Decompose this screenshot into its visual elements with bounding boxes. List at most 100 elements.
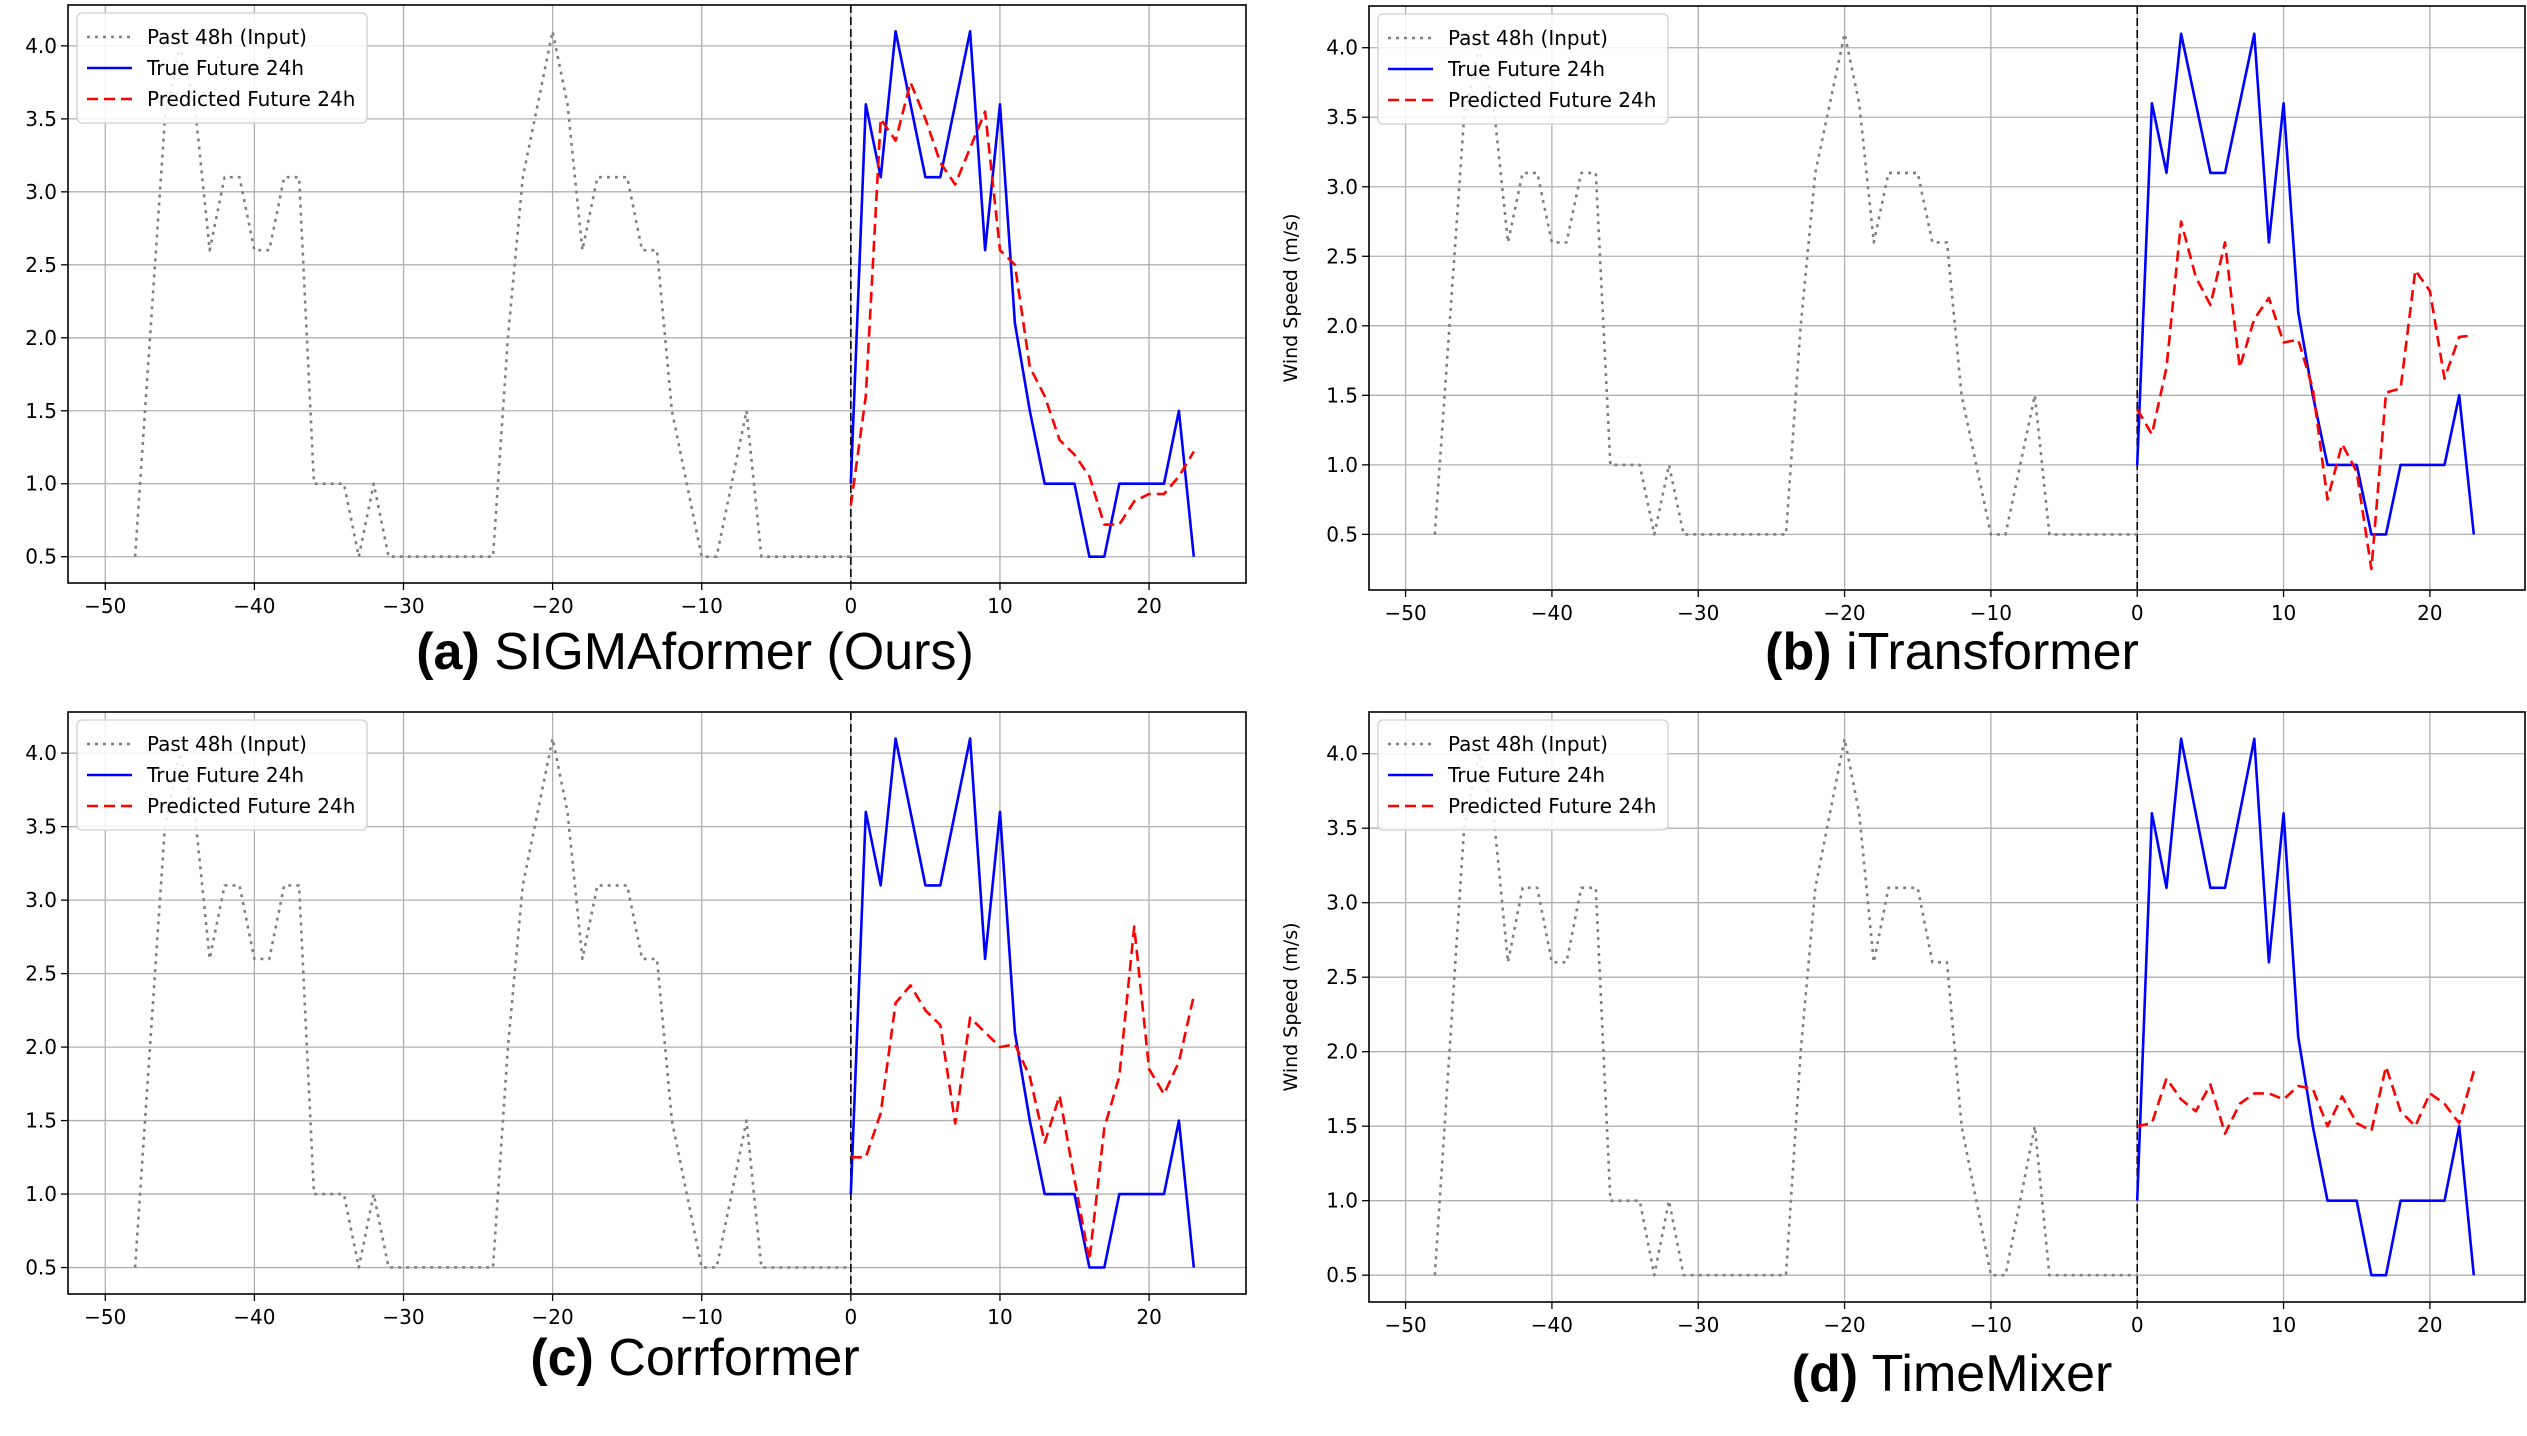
y-tick-label: 2.0 [25,1035,57,1059]
series-line-past-input [133,737,851,1269]
y-tick-label: 1.0 [25,472,57,496]
y-tick-label: 1.5 [1326,1114,1358,1138]
x-tick-label: −50 [84,594,126,618]
y-tick-label: 1.5 [25,399,57,423]
y-tick-label: 0.5 [1326,522,1358,546]
x-tick-label: −40 [233,594,275,618]
y-tick-label: 3.0 [1326,891,1358,915]
y-tick-label: 3.5 [25,815,57,839]
x-tick-label: −10 [1970,601,2012,625]
legend-box [76,719,368,831]
plot-frame [1368,5,2526,591]
x-tick-label: 20 [1136,1305,1161,1329]
x-tick-label: −30 [382,1305,424,1329]
legend-label: True Future 24h [1447,57,1605,81]
x-tick-label: −10 [1970,1313,2012,1337]
chart-panel-a: −50 −40 −30 −20 −10 0 10 20 0.5 1.0 1.5 2.0 2.5 3.0 3.… [0,0,1263,718]
x-tick-label: 10 [2271,601,2296,625]
x-tick-label: 20 [2417,601,2442,625]
axes: −50 −40 −30 −20 −10 0 10 20 0.5 1.0 1.5 2.0 2.5 3.0 3.… [25,741,1162,1329]
series-line-true-future [849,737,1196,1269]
y-tick-label: 2.5 [25,962,57,986]
legend-label: Past 48h (Input) [1448,26,1608,50]
y-tick-label: 2.0 [25,326,57,350]
x-tick-label: 10 [987,1305,1012,1329]
legend-label: Past 48h (Input) [1448,732,1608,756]
chart-b-caption-letter: (b) [1765,623,1832,681]
y-tick-label: 0.5 [25,1256,57,1280]
chart-a-plot: −50 −40 −30 −20 −10 0 10 20 0.5 1.0 1.5 2.0 2.5 3.0 3.… [0,4,1247,618]
y-axis-label: Wind Speed (m/s) [0,918,1,1087]
x-tick-label: −30 [1677,1313,1719,1337]
legend: Past 48h (Input) True Future 24h Predicted… [76,12,368,124]
x-tick-label: −40 [1531,601,1573,625]
chart-a-caption: (a) SIGMAformer (Ours) [130,622,1260,682]
y-tick-label: 2.5 [1326,965,1358,989]
y-tick-label: 3.5 [25,107,57,131]
legend-box [76,12,368,124]
y-tick-label: 2.0 [1326,1040,1358,1064]
x-tick-label: 0 [844,594,857,618]
y-axis-label: Wind Speed (m/s) [1280,213,1302,382]
legend-label: True Future 24h [146,56,304,80]
y-tick-label: 1.0 [25,1182,57,1206]
chart-panel-c: −50 −40 −30 −20 −10 0 10 20 0.5 1.0 1.5 2.0 2.5 3.0 3.… [0,708,1263,1436]
x-tick-label: 10 [987,594,1012,618]
series-line-true-future [2135,32,2476,536]
x-tick-label: −20 [1823,1313,1865,1337]
y-tick-label: 4.0 [1326,36,1358,60]
axes: −50 −40 −30 −20 −10 0 10 20 0.5 1.0 1.5 2.0 2.5 3.0 3.… [25,34,1162,618]
chart-d-plot: −50 −40 −30 −20 −10 0 10 20 0.5 1.0 1.5 2.0 2.5 3.0 3.… [1280,711,2526,1337]
legend: Past 48h (Input) True Future 24h Predicted… [76,719,368,831]
legend-label: True Future 24h [146,763,304,787]
x-tick-label: −50 [84,1305,126,1329]
plot-frame [67,711,1247,1295]
legend: Past 48h (Input) True Future 24h Predicted… [1377,13,1669,125]
series-line-predicted-future [849,81,1195,526]
x-tick-label: −30 [382,594,424,618]
plot-frame [1368,711,2526,1303]
axes: −50 −40 −30 −20 −10 0 10 20 0.5 1.0 1.5 2.0 2.5 3.0 3.… [1326,36,2442,625]
x-tick-label: 0 [2131,601,2144,625]
x-tick-label: −50 [1384,601,1426,625]
y-tick-label: 4.0 [25,34,57,58]
y-tick-label: 1.0 [1326,453,1358,477]
chart-b-caption-name: iTransformer [1846,623,2139,681]
chart-panel-b: −50 −40 −30 −20 −10 0 10 20 0.5 1.0 1.5 2.0 2.5 3.0 3.… [1263,0,2527,718]
x-tick-label: −10 [681,594,723,618]
y-tick-label: 3.5 [1326,105,1358,129]
chart-b-caption: (b) iTransformer [1378,622,2526,682]
y-tick-label: 2.5 [1326,244,1358,268]
legend-label: True Future 24h [1447,763,1605,787]
chart-a-caption-letter: (a) [416,623,480,681]
legend-label: Predicted Future 24h [1448,88,1656,112]
series-line-predicted-future [2136,220,2474,571]
x-tick-label: −50 [1384,1313,1426,1337]
chart-c-caption-letter: (c) [530,1329,594,1387]
chart-c-caption: (c) Corrformer [130,1328,1260,1388]
y-tick-label: 2.0 [1326,314,1358,338]
y-tick-label: 4.0 [25,741,57,765]
x-tick-label: −20 [1823,601,1865,625]
legend-label: Past 48h (Input) [147,25,307,49]
x-tick-label: −30 [1677,601,1719,625]
x-tick-label: −40 [1531,1313,1573,1337]
x-tick-label: 0 [844,1305,857,1329]
legend-label: Predicted Future 24h [147,794,355,818]
x-tick-label: 20 [2417,1313,2442,1337]
chart-b-plot: −50 −40 −30 −20 −10 0 10 20 0.5 1.0 1.5 2.0 2.5 3.0 3.… [1280,5,2526,625]
axes: −50 −40 −30 −20 −10 0 10 20 0.5 1.0 1.5 2.0 2.5 3.0 3.… [1326,742,2442,1337]
y-tick-label: 2.5 [25,253,57,277]
y-tick-label: 0.5 [1326,1263,1358,1287]
y-tick-label: 1.0 [1326,1189,1358,1213]
y-tick-label: 3.0 [1326,175,1358,199]
x-tick-label: −40 [233,1305,275,1329]
legend-box [1377,13,1669,125]
y-tick-label: 0.5 [25,545,57,569]
x-tick-label: 10 [2271,1313,2296,1337]
chart-a-caption-name: SIGMAformer (Ours) [494,623,974,681]
chart-c-plot: −50 −40 −30 −20 −10 0 10 20 0.5 1.0 1.5 2.0 2.5 3.0 3.… [0,711,1247,1329]
chart-d-caption-name: TimeMixer [1871,1345,2113,1403]
legend-box [1377,719,1669,831]
legend-label: Past 48h (Input) [147,732,307,756]
